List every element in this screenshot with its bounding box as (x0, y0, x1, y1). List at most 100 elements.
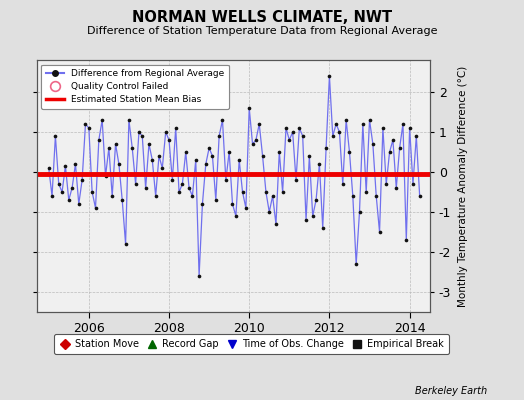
Point (219, 117, 227, 123)
Point (299, 133, 307, 139)
Point (95, 137, 103, 143)
Point (178, 181, 187, 187)
Point (235, 157, 243, 163)
Point (342, 117, 351, 123)
Y-axis label: Monthly Temperature Anomaly Difference (°C): Monthly Temperature Anomaly Difference (… (458, 65, 468, 307)
Point (255, 121, 264, 127)
Point (101, 173, 110, 179)
Point (412, 133, 421, 139)
Point (51, 133, 60, 139)
Point (275, 149, 283, 155)
Point (61, 163, 70, 169)
Point (245, 105, 254, 111)
Point (81, 121, 90, 127)
Point (329, 133, 337, 139)
Point (105, 145, 113, 151)
Point (128, 145, 136, 151)
Text: Difference of Station Temperature Data from Regional Average: Difference of Station Temperature Data f… (87, 26, 437, 36)
Point (322, 145, 330, 151)
Point (335, 129, 344, 135)
Point (171, 125, 180, 131)
Point (208, 153, 216, 159)
Point (168, 177, 177, 183)
Point (272, 221, 280, 227)
Point (135, 129, 143, 135)
Point (232, 213, 240, 219)
Legend: Difference from Regional Average, Quality Control Failed, Estimated Station Mean: Difference from Regional Average, Qualit… (41, 64, 229, 109)
Point (369, 141, 377, 147)
Point (345, 149, 354, 155)
Point (122, 241, 130, 247)
Point (158, 165, 167, 171)
Point (325, 73, 334, 79)
Point (228, 201, 237, 207)
Point (141, 185, 150, 191)
Point (188, 193, 196, 199)
Point (68, 185, 77, 191)
Point (392, 185, 400, 191)
Text: NORMAN WELLS CLIMATE, NWT: NORMAN WELLS CLIMATE, NWT (132, 10, 392, 25)
Point (112, 141, 120, 147)
Point (252, 137, 260, 143)
Point (375, 229, 384, 235)
Point (48, 193, 56, 199)
Point (198, 201, 206, 207)
Point (98, 117, 106, 123)
Point (309, 213, 317, 219)
Point (379, 125, 387, 131)
Point (312, 197, 320, 203)
Point (292, 177, 300, 183)
Point (215, 133, 223, 139)
Point (416, 193, 424, 199)
Point (302, 217, 310, 223)
Point (74, 201, 83, 207)
Point (406, 125, 414, 131)
Point (278, 189, 287, 195)
Point (352, 261, 361, 267)
Point (258, 153, 267, 159)
Point (165, 137, 173, 143)
Point (155, 153, 163, 159)
Point (125, 117, 133, 123)
Point (212, 197, 220, 203)
Point (91, 205, 100, 211)
Point (161, 129, 170, 135)
Point (238, 189, 247, 195)
Point (222, 177, 230, 183)
Point (389, 137, 397, 143)
Point (315, 161, 324, 167)
Point (118, 197, 126, 203)
Point (396, 145, 404, 151)
Point (362, 189, 370, 195)
Point (365, 117, 374, 123)
Point (115, 161, 123, 167)
Point (382, 181, 390, 187)
Point (151, 193, 160, 199)
Point (305, 153, 313, 159)
Point (64, 197, 73, 203)
Text: Berkeley Earth: Berkeley Earth (415, 386, 487, 396)
Point (372, 193, 380, 199)
Point (242, 205, 250, 211)
Point (225, 149, 233, 155)
Point (132, 181, 140, 187)
Point (88, 189, 96, 195)
Point (268, 193, 277, 199)
Point (402, 237, 410, 243)
Point (148, 157, 157, 163)
Point (409, 181, 417, 187)
Point (332, 121, 340, 127)
Point (145, 141, 153, 147)
Point (138, 133, 147, 139)
Legend: Station Move, Record Gap, Time of Obs. Change, Empirical Break: Station Move, Record Gap, Time of Obs. C… (54, 334, 449, 354)
Point (185, 185, 193, 191)
Point (399, 121, 407, 127)
Point (205, 145, 213, 151)
Point (282, 125, 290, 131)
Point (248, 141, 257, 147)
Point (358, 121, 367, 127)
Point (78, 177, 86, 183)
Point (54, 181, 63, 187)
Point (319, 225, 327, 231)
Point (265, 209, 274, 215)
